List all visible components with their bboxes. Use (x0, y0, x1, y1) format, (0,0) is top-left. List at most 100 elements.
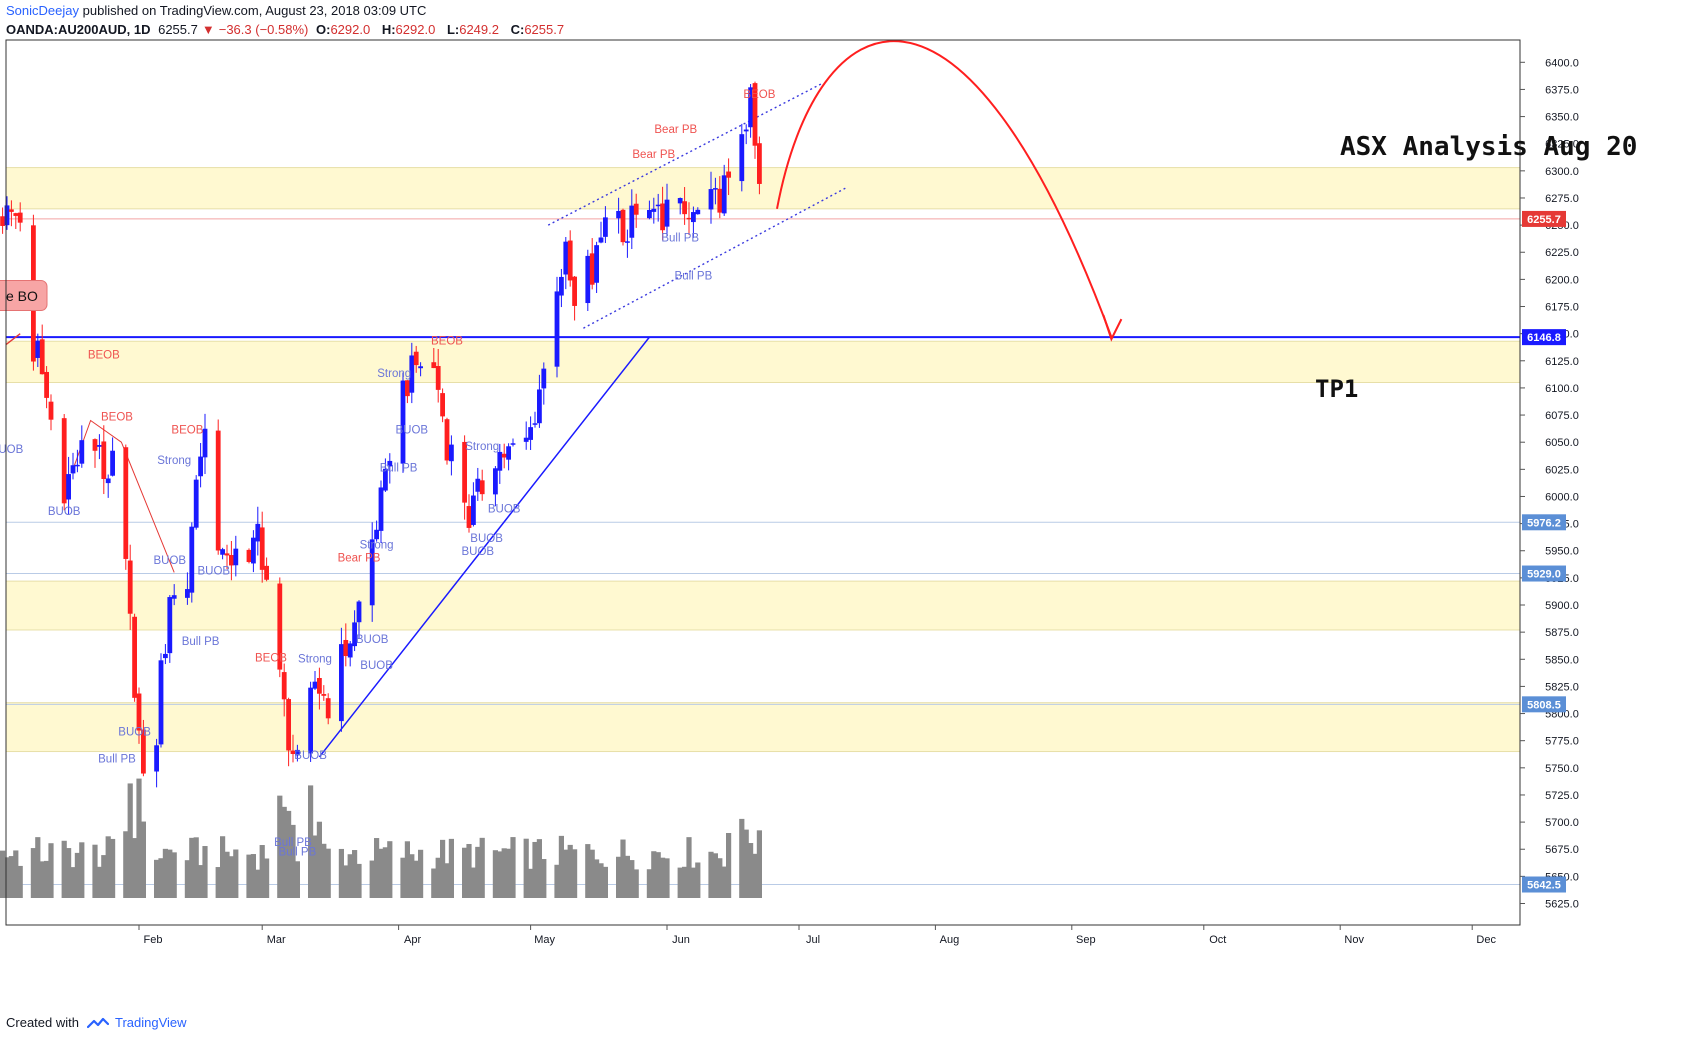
volume-bar (61, 840, 67, 898)
volume-bar (616, 856, 622, 898)
price-tag-label: 5808.5 (1527, 699, 1561, 711)
bear-candle (682, 201, 687, 215)
bear-candle (633, 203, 639, 215)
volume-bar (44, 860, 50, 898)
volume-bar (193, 837, 199, 898)
volume-bar (316, 821, 322, 898)
price-axis: 6400.06375.06350.06325.06300.06275.06250… (1520, 57, 1579, 911)
bull-candle (475, 478, 481, 492)
bull-candle (70, 465, 76, 474)
volume-bar (321, 843, 327, 898)
volume-bar (356, 863, 362, 898)
volume-bar (347, 854, 353, 898)
volume-bar (686, 837, 692, 898)
close-value: 6255.7 (524, 22, 565, 37)
volume-bar (646, 869, 652, 898)
bull-candle (695, 209, 701, 215)
bull-candle (312, 681, 318, 689)
volume-bar (158, 858, 164, 898)
bear-candle (567, 240, 573, 281)
price-tag-box (1522, 210, 1566, 227)
volume-bar (140, 821, 146, 898)
y-tick-label: 6175.0 (1545, 302, 1579, 314)
volume-bar (198, 865, 204, 898)
bear-candle (501, 453, 507, 458)
volume-bar (624, 855, 630, 898)
volume-bar (13, 850, 19, 898)
y-tick-label: 5825.0 (1545, 681, 1579, 693)
volume-bar (726, 833, 732, 898)
volume-bar (501, 848, 507, 898)
bull-candle (585, 255, 591, 304)
bull-candle (220, 549, 225, 555)
forecast-drawing (776, 40, 1123, 342)
volume-bar (743, 829, 749, 898)
volume-bar (378, 848, 384, 898)
bull-candle (721, 175, 727, 214)
volume-bar (594, 859, 600, 898)
pattern-label: Bear PB (338, 553, 381, 565)
volume-bar (294, 861, 300, 898)
y-tick-label: 5700.0 (1545, 817, 1579, 829)
price-chart[interactable]: BEOBBEOBBUOBBUOBStrongBEOBBUOBBUOBBull P… (0, 0, 1708, 1010)
bull-candle (387, 460, 393, 467)
pattern-label: BUOB (360, 660, 393, 672)
volume-bar (620, 839, 626, 898)
bull-candle (559, 276, 564, 296)
bear-candle (444, 419, 450, 461)
bear-candle (48, 401, 54, 420)
bear-candle (757, 143, 762, 184)
breakout-callout (0, 279, 48, 311)
volume-bar (532, 841, 538, 898)
volume-bar (721, 866, 727, 898)
volume-bar (92, 844, 98, 898)
bear-candle (290, 750, 296, 755)
bear-candle (44, 371, 49, 398)
bear-candle (286, 699, 291, 751)
volume-bar (246, 854, 252, 898)
y-tick-label: 6375.0 (1545, 84, 1579, 96)
volume-bar (633, 869, 639, 898)
bull-candle (383, 468, 388, 491)
volume-bar (413, 860, 419, 898)
x-tick-label: Aug (940, 934, 960, 946)
bear-candle (229, 555, 234, 566)
low-value: 6249.2 (459, 22, 499, 37)
bear-candle (479, 480, 485, 495)
tradingview-link[interactable]: TradingView (114, 1015, 187, 1030)
bear-candle (660, 203, 665, 231)
author-link[interactable]: SonicDeejay (6, 3, 79, 18)
bull-candle (449, 444, 454, 462)
y-tick-label: 5775.0 (1545, 736, 1579, 748)
zone-band (5, 340, 1521, 383)
volume-bar (189, 837, 195, 898)
volume-bar (563, 849, 569, 898)
created-with-text: Created with (6, 1015, 79, 1030)
pattern-label: BUOB (396, 425, 429, 437)
volume-bar (690, 867, 696, 898)
price-tag-box (1522, 514, 1566, 531)
bull-candle (651, 208, 657, 212)
y-tick-label: 5875.0 (1545, 627, 1579, 639)
bull-candle (185, 589, 190, 598)
volume-bar (48, 843, 54, 898)
volume-bar (708, 851, 714, 898)
bull-candle (378, 487, 384, 531)
volume-bar (404, 841, 410, 898)
y-tick-label: 5675.0 (1545, 844, 1579, 856)
volume-bar (374, 838, 380, 898)
bull-candle (603, 217, 608, 237)
volume-bar (466, 843, 472, 898)
volume-bar (382, 847, 388, 898)
bull-candle (308, 687, 313, 754)
candlesticks[interactable] (0, 81, 762, 788)
bull-candle (189, 526, 195, 593)
bull-candle (708, 189, 714, 210)
volume-bar (8, 856, 14, 898)
down-arrow-icon: ▼ (201, 22, 215, 37)
volume-bar (598, 863, 604, 898)
pattern-label: BUOB (118, 726, 151, 738)
uptrend-line (318, 336, 650, 758)
bear-candle (413, 351, 419, 366)
bull-candle (528, 427, 533, 440)
